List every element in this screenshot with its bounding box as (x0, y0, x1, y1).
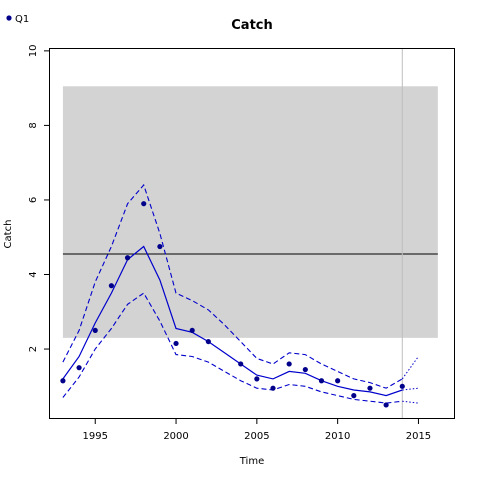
data-point (189, 327, 195, 334)
forecast-lower-line (402, 400, 419, 404)
data-point (270, 385, 276, 391)
lower-bound-line (62, 292, 403, 404)
chart-title: Catch (231, 18, 273, 33)
data-point (173, 340, 179, 347)
legend-label: Q1 (15, 14, 29, 25)
y-tick-label: 2 (28, 346, 39, 352)
data-point (60, 378, 66, 384)
fitted-line (62, 245, 403, 397)
data-point (124, 255, 131, 261)
legend-marker (6, 15, 12, 21)
x-axis-label: Time (239, 456, 264, 467)
data-point (205, 338, 211, 345)
data-point (399, 383, 405, 389)
y-tick-label: 6 (28, 197, 39, 203)
y-tick-label: 8 (28, 122, 39, 128)
legend: Q1 (6, 14, 29, 25)
y-tick-label: 10 (28, 44, 39, 57)
x-tick-label: 2005 (244, 431, 269, 442)
x-tick-label: 1995 (83, 431, 108, 442)
data-point (254, 376, 260, 382)
data-point (157, 243, 163, 250)
y-axis: 2 4 6 8 10 (28, 44, 50, 352)
reference-band (62, 86, 438, 338)
y-axis-label: Catch (3, 220, 14, 249)
x-axis: 1995 2000 2005 2010 2015 (83, 418, 431, 442)
x-tick-label: 2010 (325, 431, 350, 442)
upper-bound-line (62, 183, 403, 389)
plot-area (60, 49, 438, 418)
data-point (286, 361, 292, 367)
y-tick-label: 4 (28, 271, 39, 277)
data-point (76, 365, 82, 371)
plot-frame (49, 48, 455, 419)
data-point (141, 201, 147, 207)
data-point (302, 366, 308, 373)
data-point (92, 327, 98, 334)
data-point (367, 385, 373, 391)
data-point (238, 361, 244, 367)
data-point (383, 402, 389, 408)
data-point (108, 283, 115, 289)
x-tick-label: 2015 (406, 431, 431, 442)
data-point (335, 378, 341, 384)
data-point (318, 378, 325, 384)
data-point (351, 393, 357, 399)
forecast-fit-line (402, 387, 419, 391)
x-tick-label: 2000 (163, 431, 188, 442)
forecast-upper-line (401, 356, 419, 380)
